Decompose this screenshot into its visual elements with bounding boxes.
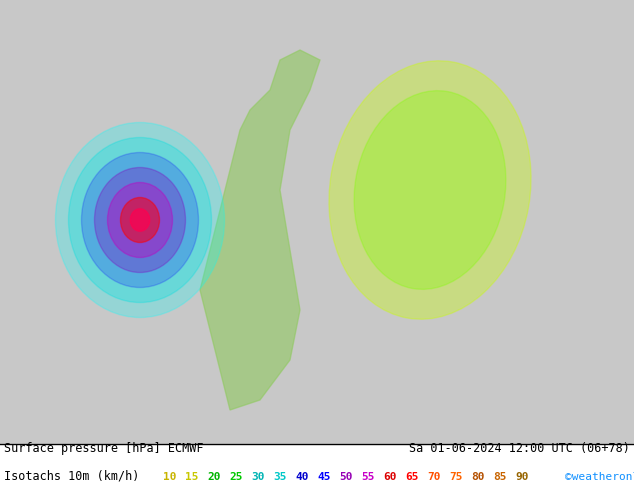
Text: 20: 20 [207,472,221,482]
Ellipse shape [94,168,186,272]
Text: Sa 01-06-2024 12:00 UTC (06+78): Sa 01-06-2024 12:00 UTC (06+78) [409,442,630,455]
Text: Isotachs 10m (km/h): Isotachs 10m (km/h) [4,469,139,482]
Text: 85: 85 [493,472,507,482]
Text: 90: 90 [515,472,529,482]
Text: 60: 60 [383,472,396,482]
Text: Surface pressure [hPa] ECMWF: Surface pressure [hPa] ECMWF [4,442,204,455]
Text: 45: 45 [317,472,330,482]
Ellipse shape [329,61,531,319]
Ellipse shape [130,209,150,231]
Polygon shape [200,50,320,410]
Text: 25: 25 [229,472,242,482]
Ellipse shape [120,197,160,243]
Text: 50: 50 [339,472,353,482]
Ellipse shape [82,152,198,288]
Text: 40: 40 [295,472,309,482]
Ellipse shape [68,138,212,302]
Ellipse shape [108,182,172,258]
Text: 30: 30 [251,472,264,482]
Ellipse shape [354,91,506,289]
Text: ©weatheronline.co.uk: ©weatheronline.co.uk [565,472,634,482]
Text: 65: 65 [405,472,418,482]
Text: 55: 55 [361,472,375,482]
Text: 10: 10 [163,472,176,482]
Text: 75: 75 [449,472,462,482]
Bar [0,444,634,490]
Text: 35: 35 [273,472,287,482]
Text: 70: 70 [427,472,441,482]
Text: 80: 80 [471,472,484,482]
Ellipse shape [56,122,224,318]
Text: 15: 15 [185,472,198,482]
